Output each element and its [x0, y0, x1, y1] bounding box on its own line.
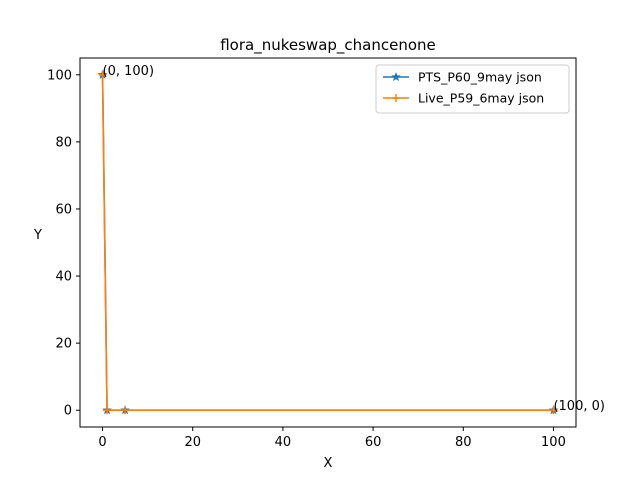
chart-title: flora_nukeswap_chancenone — [220, 36, 436, 55]
x-tick-label: 0 — [98, 435, 106, 450]
plot-frame — [79, 57, 577, 428]
legend-marker — [391, 71, 401, 82]
data-point — [103, 406, 112, 415]
y-tick-label: 60 — [55, 202, 72, 217]
x-tick-label: 100 — [541, 435, 566, 450]
point-annotation: (100, 0) — [553, 399, 605, 414]
x-tick-label: 80 — [455, 435, 472, 450]
annotation-layer: (0, 100) (100, 0) — [103, 64, 605, 414]
data-point — [98, 70, 107, 79]
legend-item: PTS_P60_9may json — [383, 70, 542, 85]
series-line — [101, 74, 554, 412]
y-axis-label: Y — [33, 228, 42, 243]
y-tick-label: 40 — [55, 270, 72, 285]
legend-item: Live_P59_6may json — [383, 91, 544, 106]
point-annotation: (0, 100) — [103, 64, 155, 79]
data-point — [549, 406, 558, 415]
x-tick-label: 40 — [275, 435, 292, 450]
y-tick-label: 20 — [55, 337, 72, 352]
legend: PTS_P60_9may json Live_P59_6may json — [375, 64, 570, 114]
y-tick-label: 80 — [55, 135, 72, 150]
plot-background — [80, 58, 576, 427]
y-axis-ticks: 0 20 40 60 80 100 — [47, 68, 80, 419]
series-2 — [98, 70, 558, 415]
x-tick-label: 60 — [365, 435, 382, 450]
legend-label: PTS_P60_9may json — [418, 70, 542, 85]
x-axis-ticks: 0 20 40 60 80 100 — [98, 427, 566, 450]
y-tick-label: 0 — [64, 404, 72, 419]
x-tick-label: 20 — [184, 435, 201, 450]
y-tick-label: 100 — [47, 68, 72, 83]
x-axis-label: X — [324, 456, 333, 471]
legend-box — [375, 64, 570, 114]
data-point — [121, 406, 130, 415]
legend-label: Live_P59_6may json — [418, 91, 544, 106]
series-layer — [97, 69, 559, 415]
legend-marker — [392, 94, 400, 102]
